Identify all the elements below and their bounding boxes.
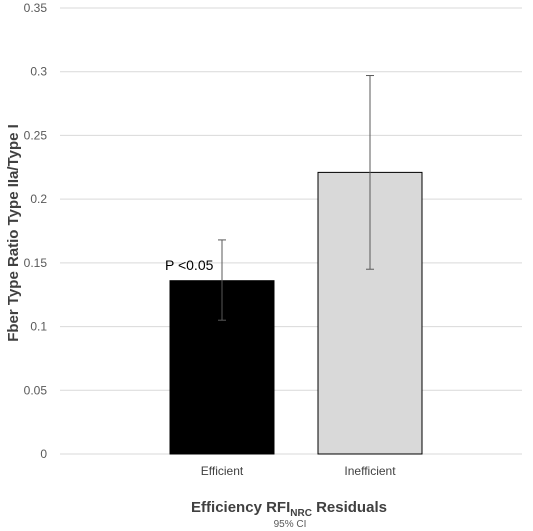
error-bars <box>218 75 374 321</box>
y-axis-ticks: 0 0.05 0.1 0.15 0.2 0.25 0.3 0.35 <box>24 1 48 461</box>
gridlines <box>60 7 522 455</box>
bars <box>169 171 423 455</box>
x-tick-label: Efficient <box>201 464 244 478</box>
y-tick-label: 0.2 <box>30 192 47 206</box>
y-axis-label: Fber Type Ratio Type IIa/Type I <box>5 124 22 342</box>
y-tick-label: 0.25 <box>24 128 48 142</box>
y-tick-label: 0.15 <box>24 256 48 270</box>
y-tick-label: 0.3 <box>30 65 47 79</box>
y-tick-label: 0.1 <box>30 320 47 334</box>
x-tick-label: Inefficient <box>344 464 396 478</box>
x-axis-label-main: Efficiency RFI <box>191 499 290 516</box>
chart-subnote: 95% CI <box>274 519 307 530</box>
x-axis-label-tail: Residuals <box>312 499 387 516</box>
significance-annotation: P <0.05 <box>165 257 214 273</box>
x-axis-label-subscript: NRC <box>290 508 312 519</box>
y-tick-label: 0.35 <box>24 1 48 15</box>
y-tick-label: 0 <box>40 447 47 461</box>
x-axis-label: Efficiency RFINRC Residuals <box>191 499 387 519</box>
x-axis-categories: Efficient Inefficient <box>201 464 396 478</box>
y-tick-label: 0.05 <box>24 383 48 397</box>
